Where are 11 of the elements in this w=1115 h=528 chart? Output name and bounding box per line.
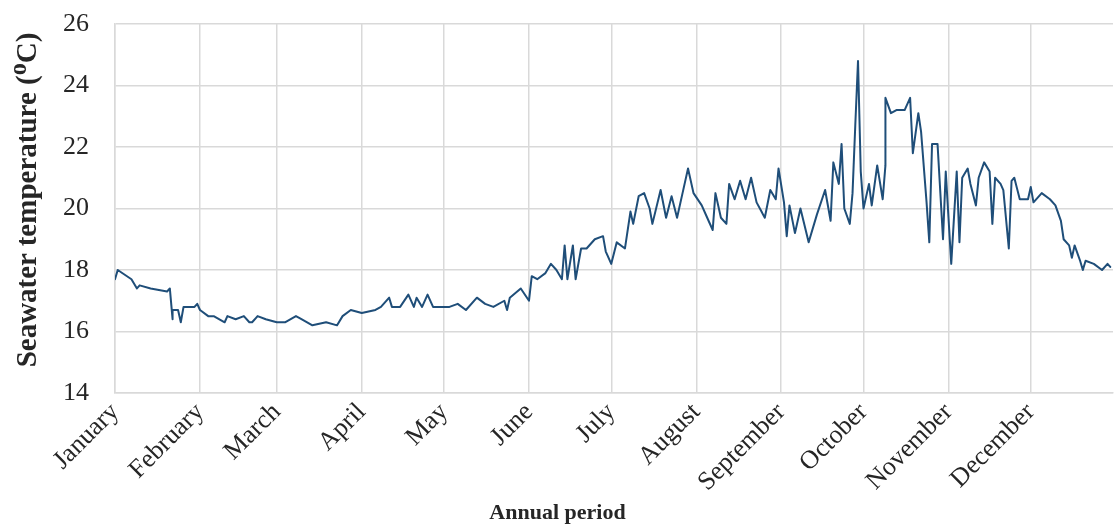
- y-tick-label: 24: [63, 69, 89, 99]
- x-tick-label: May: [398, 396, 454, 451]
- y-tick-label: 16: [63, 315, 89, 345]
- y-tick-label: 20: [63, 192, 89, 222]
- y-tick-label: 26: [63, 7, 89, 37]
- y-tick-label: 14: [63, 376, 89, 406]
- x-tick-label: July: [569, 396, 621, 448]
- x-axis-title: Annual period: [488, 499, 627, 525]
- x-tick-label: June: [483, 396, 539, 451]
- y-tick-label: 22: [63, 130, 89, 160]
- y-tick-label: 18: [63, 253, 89, 283]
